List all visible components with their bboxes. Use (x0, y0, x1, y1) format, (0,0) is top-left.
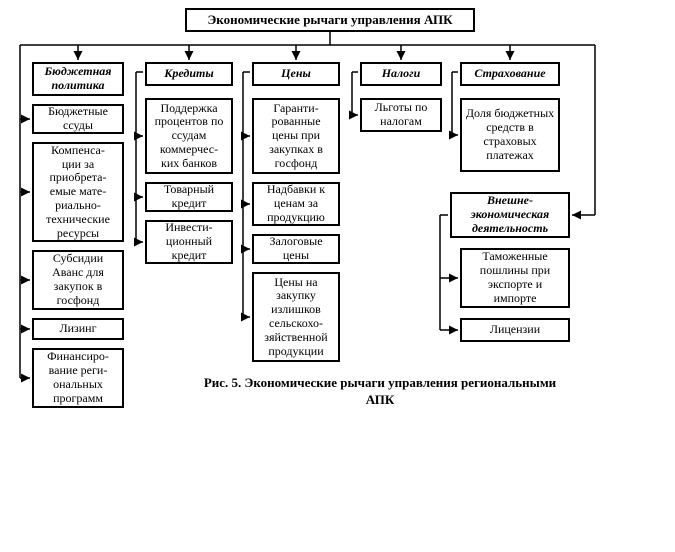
col-insurance-header: Страхование (460, 62, 560, 86)
col-credits-header: Кредиты (145, 62, 233, 86)
col-prices-item-2: Залоговые цены (252, 234, 340, 264)
col-foreign-item-0: Таможенные пошлины при экспорте и импорт… (460, 248, 570, 308)
caption-line-2: АПК (180, 392, 580, 408)
col-budget-item-1: Компенса- ции за приобрета- емые мате- р… (32, 142, 124, 242)
col-prices-item-1: Надбавки к ценам за продукцию (252, 182, 340, 226)
col-prices-item-3: Цены на закупку излишков сельскохо- зяйс… (252, 272, 340, 362)
col-foreign-header: Внешне- экономическая деятельность (450, 192, 570, 238)
col-prices-item-0: Гаранти- рованные цены при закупках в го… (252, 98, 340, 174)
col-budget-item-3: Лизинг (32, 318, 124, 340)
col-credits-item-2: Инвести- ционный кредит (145, 220, 233, 264)
caption-line-1: Рис. 5. Экономические рычаги управления … (180, 375, 580, 391)
col-budget-item-0: Бюджетные ссуды (32, 104, 124, 134)
col-prices-header: Цены (252, 62, 340, 86)
col-budget-header: Бюджетная политика (32, 62, 124, 96)
col-budget-item-4: Финансиро- вание реги- ональных программ (32, 348, 124, 408)
diagram-title: Экономические рычаги управления АПК (185, 8, 475, 32)
col-credits-item-0: Поддержка процентов по ссудам коммерчес-… (145, 98, 233, 174)
col-insurance-item-0: Доля бюджетных средств в страховых плате… (460, 98, 560, 172)
col-budget-item-2: Субсидии Аванс для закупок в госфонд (32, 250, 124, 310)
col-taxes-header: Налоги (360, 62, 442, 86)
col-foreign-item-1: Лицензии (460, 318, 570, 342)
col-taxes-item-0: Льготы по налогам (360, 98, 442, 132)
col-credits-item-1: Товарный кредит (145, 182, 233, 212)
